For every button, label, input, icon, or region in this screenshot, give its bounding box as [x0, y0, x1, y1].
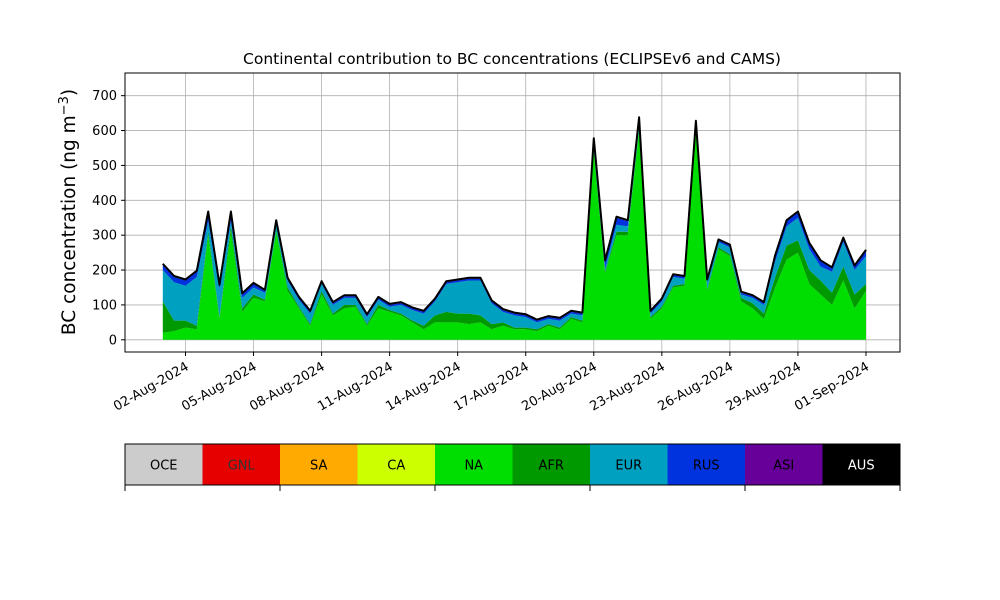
- y-axis-label-close: ): [59, 89, 80, 96]
- x-tick-label: 17-Aug-2024: [451, 359, 531, 414]
- x-tick-label: 20-Aug-2024: [519, 359, 599, 414]
- total-line: [162, 116, 867, 321]
- legend-swatch-ca: [357, 444, 435, 485]
- legend-label-oce: OCE: [150, 459, 178, 474]
- y-axis-label-unit-exponent: −3: [57, 96, 72, 115]
- y-tick-label: 300: [92, 229, 117, 244]
- legend-swatch-aus: [822, 444, 900, 485]
- y-tick-label: 700: [92, 89, 117, 104]
- x-tick-label: 14-Aug-2024: [383, 359, 463, 414]
- x-tick-label: 08-Aug-2024: [247, 359, 327, 414]
- legend-label-aus: AUS: [848, 459, 875, 474]
- y-axis-label: BC concentration (ng m−3): [57, 89, 80, 335]
- legend-label-gnl: GNL: [228, 459, 256, 474]
- area-na: [162, 130, 867, 340]
- legend-swatch-eur: [590, 444, 668, 485]
- legend-swatch-na: [435, 444, 513, 485]
- x-axis: 02-Aug-202405-Aug-202408-Aug-202411-Aug-…: [111, 352, 872, 415]
- legend-frame: [124, 443, 901, 486]
- x-tick-label: 02-Aug-2024: [111, 359, 191, 414]
- x-tick-label: 05-Aug-2024: [179, 359, 259, 414]
- legend-swatch-sa: [280, 444, 358, 485]
- legend-swatch-afr: [512, 444, 590, 485]
- plot-areas: [162, 117, 867, 340]
- x-tick-label: 01-Sep-2024: [792, 359, 872, 414]
- chart-title: Continental contribution to BC concentra…: [243, 50, 781, 68]
- y-tick-label: 200: [92, 264, 117, 279]
- y-tick-label: 400: [92, 194, 117, 209]
- legend-swatch-rus: [667, 444, 745, 485]
- total-line-layer: [162, 116, 867, 321]
- legend-label-rus: RUS: [693, 459, 720, 474]
- legend-label-afr: AFR: [539, 459, 564, 474]
- legend-label-asi: ASI: [773, 459, 794, 474]
- legend-label-na: NA: [464, 459, 483, 474]
- x-tick-label: 29-Aug-2024: [724, 359, 804, 414]
- x-tick-label: 23-Aug-2024: [587, 359, 667, 414]
- x-tick-label: 11-Aug-2024: [315, 359, 395, 414]
- legend-label-eur: EUR: [615, 459, 642, 474]
- legend-swatch-gnl: [202, 444, 280, 485]
- legend-label-sa: SA: [310, 459, 327, 474]
- legend: OCE GNL SA CA NA AFR EUR RUS ASI AUS: [124, 443, 901, 491]
- plot-frame: [124, 72, 901, 353]
- x-tick-label: 26-Aug-2024: [656, 359, 736, 414]
- legend-swatch-oce: [125, 444, 203, 485]
- y-tick-label: 500: [92, 159, 117, 174]
- y-tick-label: 0: [109, 333, 117, 348]
- legend-label-ca: CA: [387, 459, 405, 474]
- y-axis: 0 100 200 300 400 500 600 700: [92, 89, 125, 348]
- y-axis-label-main: BC concentration (ng m: [59, 115, 80, 335]
- y-tick-label: 100: [92, 298, 117, 313]
- legend-swatch-asi: [745, 444, 823, 485]
- y-tick-label: 600: [92, 124, 117, 139]
